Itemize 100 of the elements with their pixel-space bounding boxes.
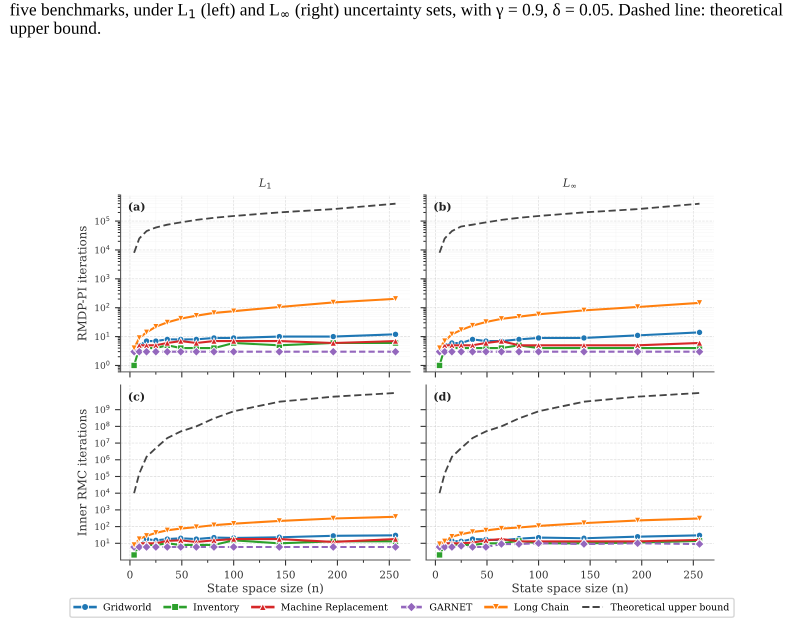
y-tick-label: 10$^{7}$ [95, 438, 110, 447]
x-tick-label: 200 [328, 570, 347, 578]
point [151, 346, 161, 357]
x-tick-label: 0 [432, 570, 438, 578]
point [436, 551, 444, 559]
point [151, 542, 161, 552]
y-tick-label: 10$^{9}$ [95, 404, 110, 414]
point [447, 346, 457, 357]
point [481, 346, 491, 357]
x-tick-label: 50 [481, 570, 493, 578]
legend-label: GARNET [430, 603, 472, 610]
x-tick-label: 250 [380, 570, 399, 578]
point [209, 542, 219, 552]
y-tick-label: 10$^{3}$ [95, 274, 110, 282]
y-tick-label: 10$^{3}$ [95, 505, 110, 514]
point [534, 346, 544, 357]
annotation: (b) [434, 202, 451, 212]
point [456, 541, 466, 551]
point [130, 362, 138, 370]
point [468, 542, 478, 552]
y-tick-label: 10$^{5}$ [95, 472, 110, 480]
point [136, 334, 143, 342]
annotation: (d) [434, 392, 451, 402]
x-tick-label: 250 [684, 570, 703, 578]
point [392, 535, 400, 543]
y-axis-title: RMDP-PI iterations [78, 226, 86, 341]
point [535, 310, 542, 318]
point [164, 339, 171, 347]
point [469, 336, 476, 343]
point [134, 542, 144, 552]
y-tick-label: 10$^{2}$ [95, 522, 110, 530]
point [192, 312, 200, 320]
y-tick-label: 10$^{1}$ [95, 538, 110, 547]
point [515, 313, 523, 320]
point [228, 542, 239, 552]
point [162, 346, 172, 357]
x-axis-title: State space size (n) [512, 583, 628, 595]
point [191, 542, 202, 552]
y-tick-label: 10$^{4}$ [95, 488, 110, 497]
point [142, 346, 152, 357]
legend-label: Gridworld [104, 603, 152, 610]
legend-label: Theoretical upper bound [610, 603, 730, 612]
point [441, 338, 448, 345]
annotation: (c) [128, 392, 144, 402]
chart-title: L$_{∞}$ [562, 178, 576, 188]
point [496, 346, 506, 357]
point [209, 346, 219, 357]
y-tick-label: 10$^{6}$ [95, 454, 110, 464]
point [482, 526, 490, 534]
x-tick-label: 100 [225, 570, 243, 578]
point [130, 551, 138, 559]
y-axis-title: Inner RMC iterations [78, 409, 86, 536]
point [436, 362, 444, 370]
point [176, 346, 186, 357]
point [330, 333, 337, 340]
point [458, 530, 465, 538]
y-tick-label: 10$^{2}$ [95, 302, 110, 312]
point [696, 328, 704, 336]
legend-label: Long Chain [514, 603, 569, 612]
y-tick-label: 10$^{5}$ [95, 216, 110, 225]
point [142, 542, 152, 552]
point [481, 542, 491, 552]
annotation: (a) [128, 202, 144, 212]
point [274, 542, 284, 552]
point [162, 542, 172, 552]
point [210, 338, 218, 345]
point [580, 334, 588, 342]
point [694, 346, 704, 357]
point [447, 542, 457, 552]
x-tick-label: 200 [632, 570, 651, 578]
point [634, 332, 642, 339]
x-tick-label: 150 [276, 570, 295, 578]
point [228, 346, 239, 357]
point [579, 346, 589, 357]
point [230, 308, 238, 315]
point [191, 346, 202, 357]
x-tick-label: 0 [127, 570, 133, 578]
y-tick-label: 10$^{0}$ [95, 360, 110, 369]
point [514, 539, 524, 549]
point [192, 339, 200, 347]
point [458, 326, 465, 334]
point [274, 346, 284, 357]
chart-title: L$_{1}$ [258, 178, 271, 188]
point [390, 542, 400, 552]
y-tick-label: 10$^{8}$ [95, 422, 110, 430]
x-tick-label: 50 [176, 570, 188, 578]
legend-label: Inventory [194, 603, 240, 612]
x-tick-label: 150 [581, 570, 600, 578]
point [514, 346, 524, 357]
point [392, 330, 400, 338]
point [535, 522, 542, 530]
legend-label: Machine Replacement [281, 603, 388, 612]
point [390, 346, 400, 357]
point [436, 344, 444, 352]
point [176, 542, 186, 552]
point [694, 539, 704, 549]
point [456, 346, 466, 357]
point [276, 338, 283, 345]
point [152, 529, 160, 536]
x-tick-label: 100 [530, 570, 548, 578]
